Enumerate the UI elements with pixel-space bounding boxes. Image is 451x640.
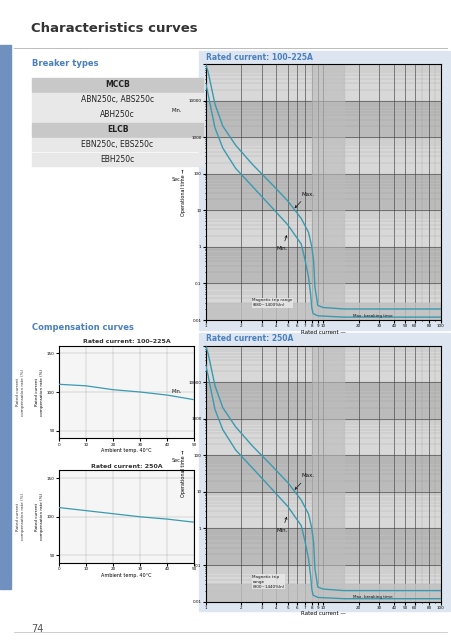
Bar — [205, 64, 440, 100]
Bar — [205, 529, 440, 565]
Bar — [205, 346, 440, 382]
Y-axis label: Operational time →: Operational time → — [180, 450, 185, 497]
Bar — [205, 173, 440, 211]
Bar — [205, 211, 440, 247]
Text: EBN250c, EBS250c: EBN250c, EBS250c — [81, 140, 153, 149]
Text: EBH250c: EBH250c — [100, 155, 134, 164]
Bar — [32, 123, 203, 136]
Text: MCCB: MCCB — [105, 81, 129, 90]
Text: 74: 74 — [32, 624, 44, 634]
Text: Magnetic trip
range
(900~1440%In): Magnetic trip range (900~1440%In) — [252, 575, 284, 589]
Bar — [205, 137, 440, 173]
Text: Rated current
compensation rate (%): Rated current compensation rate (%) — [16, 493, 25, 540]
Text: Sec.: Sec. — [171, 458, 182, 463]
Bar — [205, 492, 440, 529]
Text: ABH250c: ABH250c — [100, 110, 134, 119]
Bar — [205, 382, 440, 419]
Bar — [32, 108, 203, 122]
Bar — [32, 138, 203, 152]
Bar — [205, 584, 440, 602]
Title: Rated current: 250A: Rated current: 250A — [91, 463, 162, 468]
Text: Min.: Min. — [171, 108, 182, 113]
Text: Min.: Min. — [276, 517, 287, 533]
Text: Rated current: 250A: Rated current: 250A — [205, 335, 292, 344]
Bar — [205, 284, 440, 320]
Text: ABN250c, ABS250c: ABN250c, ABS250c — [81, 95, 154, 104]
Bar — [311, 346, 343, 602]
Text: Max.: Max. — [295, 474, 313, 490]
Text: Max. breaking time: Max. breaking time — [352, 595, 392, 600]
Title: Rated current: 100–225A: Rated current: 100–225A — [83, 339, 170, 344]
Text: Rated current: 100–225A: Rated current: 100–225A — [205, 53, 312, 62]
X-axis label: Rated current —: Rated current — — [300, 611, 345, 616]
X-axis label: Ambient temp. 40°C: Ambient temp. 40°C — [101, 448, 152, 453]
X-axis label: Ambient temp. 40°C: Ambient temp. 40°C — [101, 573, 152, 578]
Text: Metasol: Metasol — [1, 180, 10, 214]
Bar — [32, 78, 203, 92]
X-axis label: Rated current —: Rated current — — [300, 330, 345, 335]
Bar — [205, 455, 440, 492]
Text: Max. breaking time: Max. breaking time — [352, 314, 392, 318]
Bar — [32, 152, 203, 166]
Text: Magnetic trip range
(880~1400%In): Magnetic trip range (880~1400%In) — [252, 298, 292, 307]
Bar — [205, 303, 440, 320]
Text: Min.: Min. — [171, 389, 182, 394]
Bar — [0, 225, 11, 279]
Y-axis label: Operational time →: Operational time → — [180, 168, 185, 216]
Y-axis label: Rated current
compensation rate (%): Rated current compensation rate (%) — [35, 369, 44, 415]
Bar — [311, 64, 343, 320]
Text: Min.: Min. — [276, 236, 287, 252]
Text: Compensation curves: Compensation curves — [32, 323, 133, 333]
Text: ELCB: ELCB — [106, 125, 128, 134]
Text: Sec.: Sec. — [171, 177, 182, 182]
Text: Max.: Max. — [295, 192, 313, 208]
Bar — [205, 247, 440, 284]
Text: Characteristics curves: Characteristics curves — [31, 22, 197, 35]
Bar — [205, 565, 440, 602]
Y-axis label: Rated current
compensation rate (%): Rated current compensation rate (%) — [35, 493, 44, 540]
Text: Rated current
compensation rate (%): Rated current compensation rate (%) — [16, 369, 25, 415]
Bar — [205, 100, 440, 137]
Text: Breaker types: Breaker types — [32, 59, 98, 68]
Bar — [32, 93, 203, 107]
Bar — [205, 419, 440, 455]
